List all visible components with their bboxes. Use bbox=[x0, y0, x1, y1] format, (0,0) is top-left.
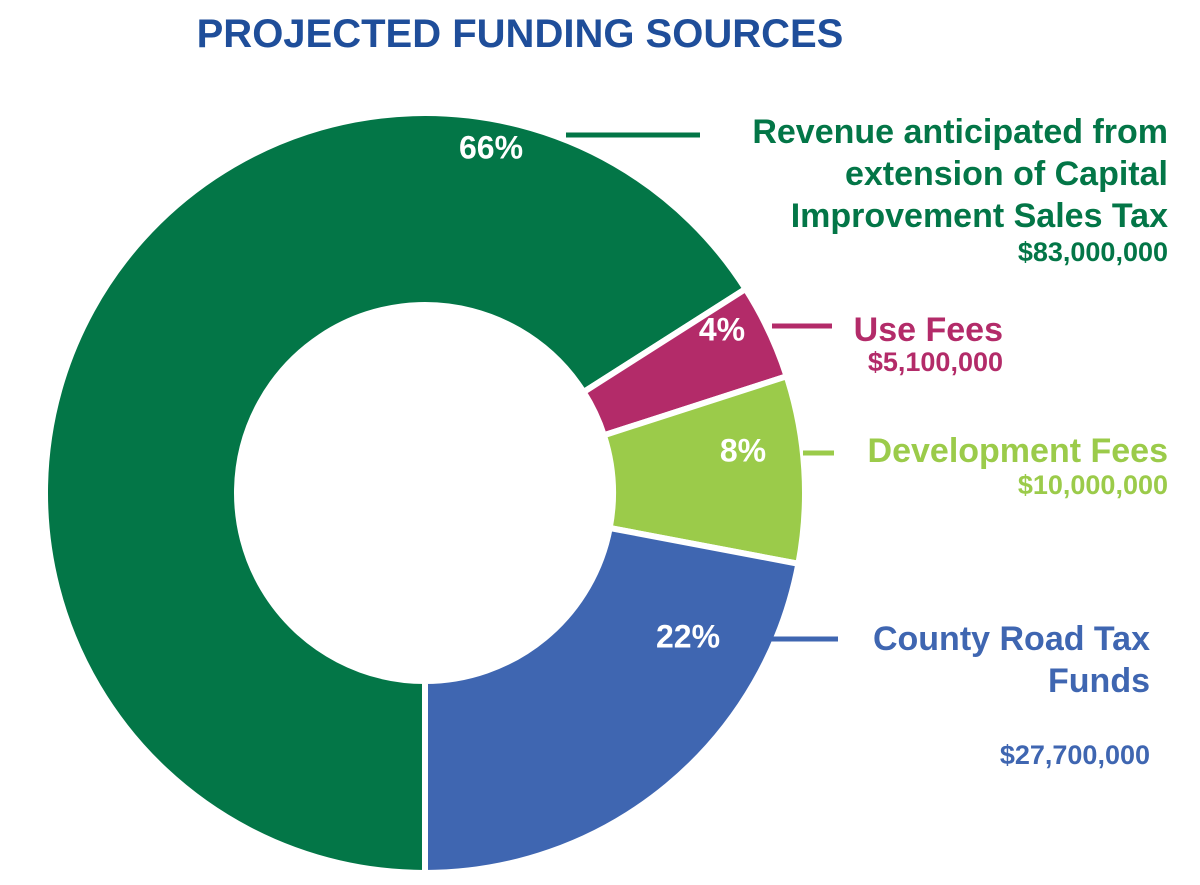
leader-lines bbox=[566, 132, 838, 642]
slice-value-label: $5,100,000 bbox=[868, 347, 1003, 377]
slice-value-label: $83,000,000 bbox=[1018, 237, 1168, 267]
slice-name-label: Revenue anticipated from bbox=[752, 113, 1168, 151]
slice-name-label: Funds bbox=[1048, 662, 1150, 700]
slice-value-label: $27,700,000 bbox=[1000, 740, 1150, 770]
slice-name-label: Development Fees bbox=[868, 432, 1168, 470]
slice-name-label: Use Fees bbox=[854, 311, 1003, 349]
percent-labels: 66% 4% 8% 22% bbox=[459, 129, 766, 654]
slice-percent-label: 8% bbox=[720, 432, 766, 468]
slice-value-label: $10,000,000 bbox=[1018, 470, 1168, 500]
slice-name-label: County Road Tax bbox=[873, 620, 1150, 658]
donut-slice bbox=[422, 524, 802, 877]
slice-name-label: Improvement Sales Tax bbox=[791, 197, 1168, 235]
slice-percent-label: 4% bbox=[699, 311, 745, 347]
slice-name-label: extension of Capital bbox=[845, 155, 1168, 193]
slice-labels: Revenue anticipated from extension of Cap… bbox=[752, 113, 1168, 770]
chart-title: PROJECTED FUNDING SOURCES bbox=[197, 12, 844, 56]
donut-slices bbox=[42, 110, 808, 877]
slice-percent-label: 22% bbox=[656, 618, 720, 654]
donut-slice bbox=[42, 110, 750, 877]
slice-percent-label: 66% bbox=[459, 129, 523, 165]
